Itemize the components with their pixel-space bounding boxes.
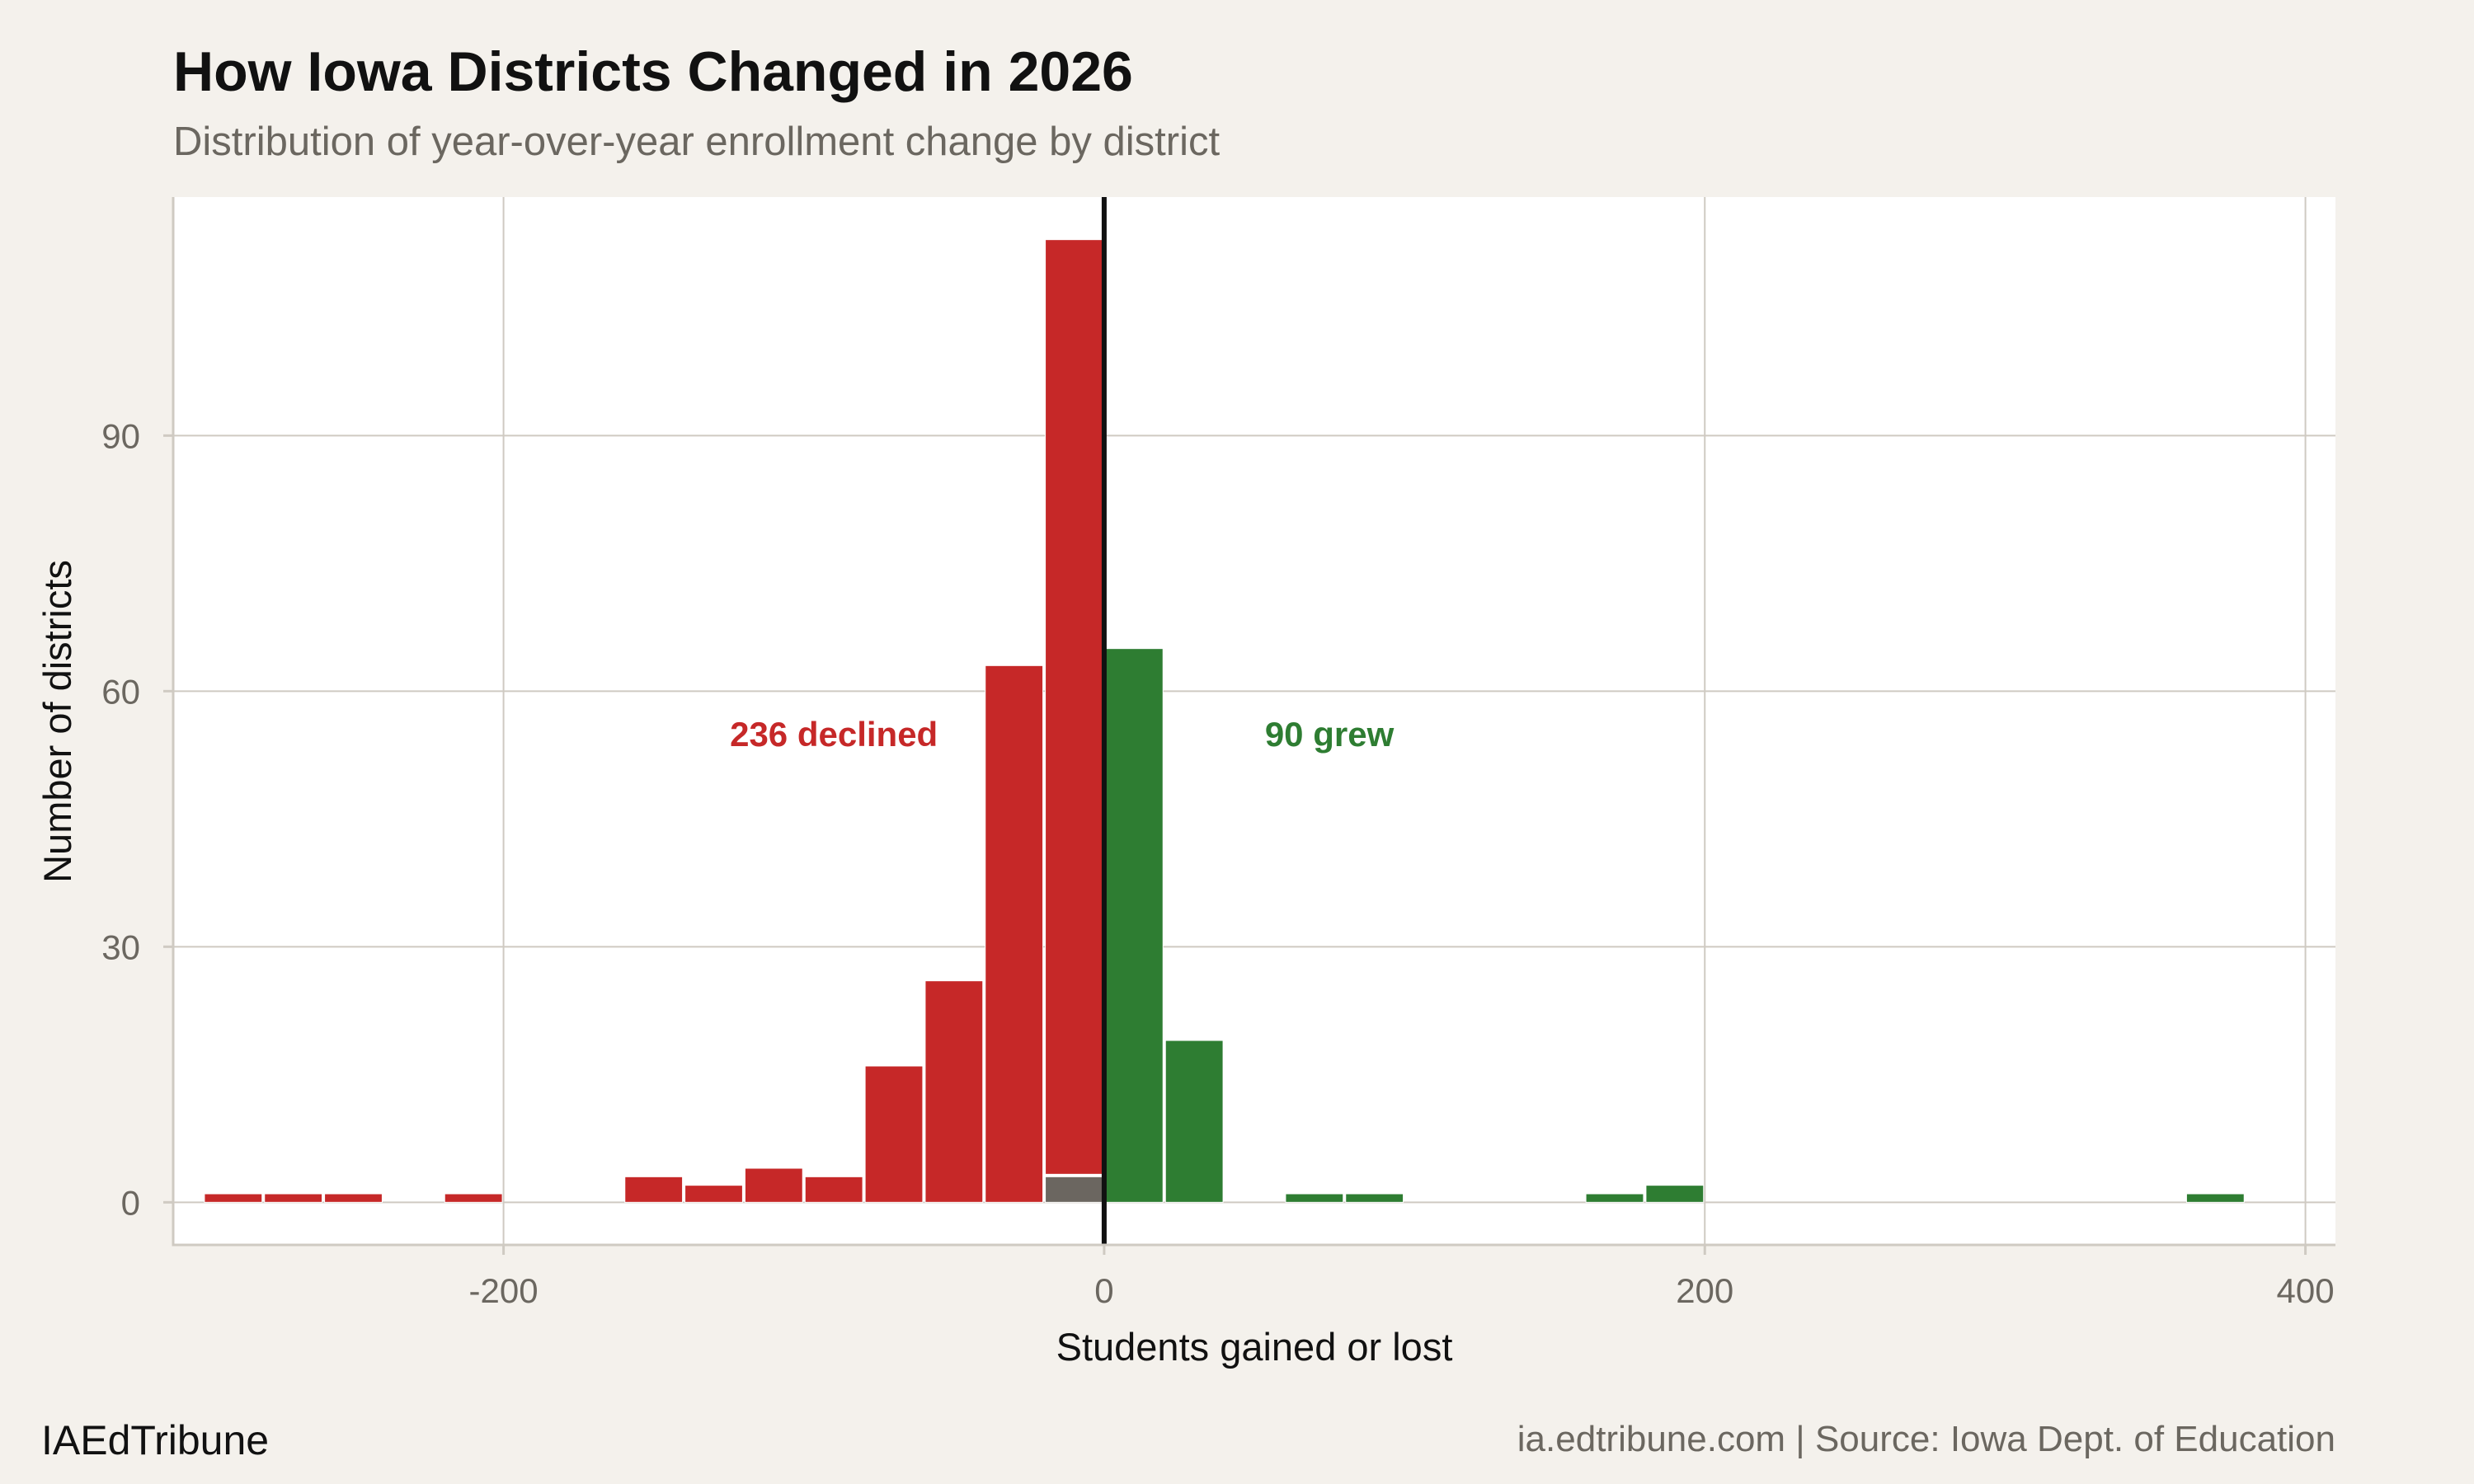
- histogram-bar-declined: [1045, 239, 1103, 1175]
- y-tick-label: 30: [101, 928, 140, 966]
- annotation-declined: 236 declined: [730, 715, 938, 754]
- histogram-bar-grew: [1285, 1193, 1344, 1203]
- x-tick-label: 0: [1094, 1271, 1113, 1310]
- y-axis-title: Number of districts: [35, 560, 79, 883]
- histogram-bar-declined: [924, 980, 984, 1203]
- bars: [204, 239, 2245, 1203]
- histogram-bar-declined: [444, 1193, 503, 1203]
- histogram-bar-declined: [804, 1176, 863, 1203]
- x-tick-label: 400: [2277, 1271, 2335, 1310]
- histogram-bar-declined: [204, 1193, 263, 1203]
- histogram-bar-grew: [1164, 1040, 1224, 1203]
- histogram-bar-grew: [1645, 1185, 1705, 1203]
- x-axis-ticks: -200 0 200 400: [469, 1245, 2335, 1310]
- histogram-bar-grew: [2185, 1193, 2245, 1203]
- histogram-bar-grew: [1345, 1193, 1404, 1203]
- histogram-bar-declined: [624, 1176, 684, 1203]
- source-caption: ia.edtribune.com | Source: Iowa Dept. of…: [1517, 1419, 2335, 1459]
- histogram-bar-grew: [1104, 648, 1164, 1203]
- chart-subtitle: Distribution of year-over-year enrollmen…: [173, 120, 1220, 164]
- chart-title: How Iowa Districts Changed in 2026: [173, 40, 1133, 103]
- x-axis-title: Students gained or lost: [1056, 1325, 1453, 1369]
- histogram-bar-declined: [985, 665, 1044, 1203]
- histogram-bar-declined: [684, 1185, 743, 1203]
- brand-logo-text: IAEdTribune: [41, 1417, 269, 1463]
- axis-lines: [172, 197, 2335, 1247]
- x-tick-label: -200: [469, 1271, 539, 1310]
- histogram-bar-declined: [744, 1167, 803, 1203]
- histogram-bar-declined: [864, 1065, 924, 1203]
- annotation-grew: 90 grew: [1265, 715, 1395, 754]
- y-tick-label: 60: [101, 672, 140, 711]
- annotations: 236 declined 90 grew: [730, 715, 1394, 754]
- histogram-bar-declined: [324, 1193, 383, 1203]
- histogram-bar-no_change: [1045, 1176, 1103, 1203]
- histogram-bar-declined: [264, 1193, 323, 1203]
- histogram-bar-grew: [1585, 1193, 1644, 1203]
- plot-panel: [173, 197, 2335, 1245]
- y-tick-label: 0: [121, 1183, 140, 1222]
- y-axis-ticks: 0 30 60 90: [101, 416, 173, 1222]
- x-tick-label: 200: [1676, 1271, 1733, 1310]
- y-tick-label: 90: [101, 416, 140, 455]
